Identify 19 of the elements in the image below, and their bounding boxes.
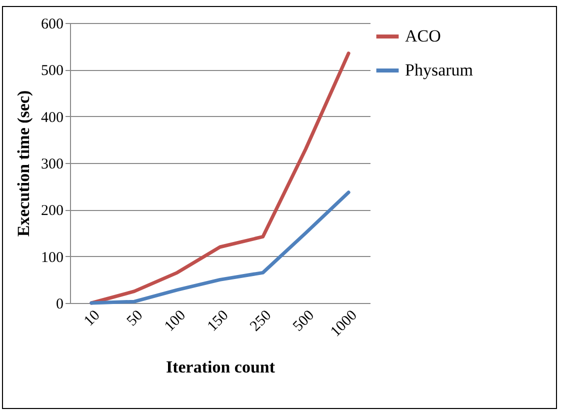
y-tick-label: 300 (41, 156, 64, 172)
y-tick-label: 200 (41, 203, 64, 220)
legend-label: ACO (405, 26, 441, 46)
x-tick-label: 100 (162, 308, 189, 335)
y-axis-title: Execution time (sec) (14, 90, 33, 237)
x-tick-label: 50 (124, 308, 146, 330)
legend-label: Physarum (405, 60, 473, 80)
x-tick-label: 150 (204, 308, 232, 335)
y-tick-label: 500 (41, 63, 64, 80)
x-tick-label: 10 (81, 308, 104, 330)
y-tick-label: 100 (41, 250, 64, 266)
y-tick-label: 600 (41, 16, 64, 32)
line-series (90, 190, 350, 305)
x-axis-title: Iteration count (166, 357, 276, 376)
line-series (90, 52, 350, 305)
x-tick-label: 250 (247, 308, 275, 335)
y-tick-label: 0 (56, 296, 64, 312)
y-tick-label: 400 (41, 110, 64, 126)
x-tick-label: 500 (290, 308, 318, 335)
